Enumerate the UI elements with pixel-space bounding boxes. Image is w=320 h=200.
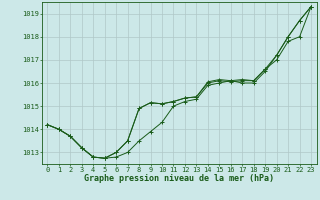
X-axis label: Graphe pression niveau de la mer (hPa): Graphe pression niveau de la mer (hPa) — [84, 174, 274, 183]
